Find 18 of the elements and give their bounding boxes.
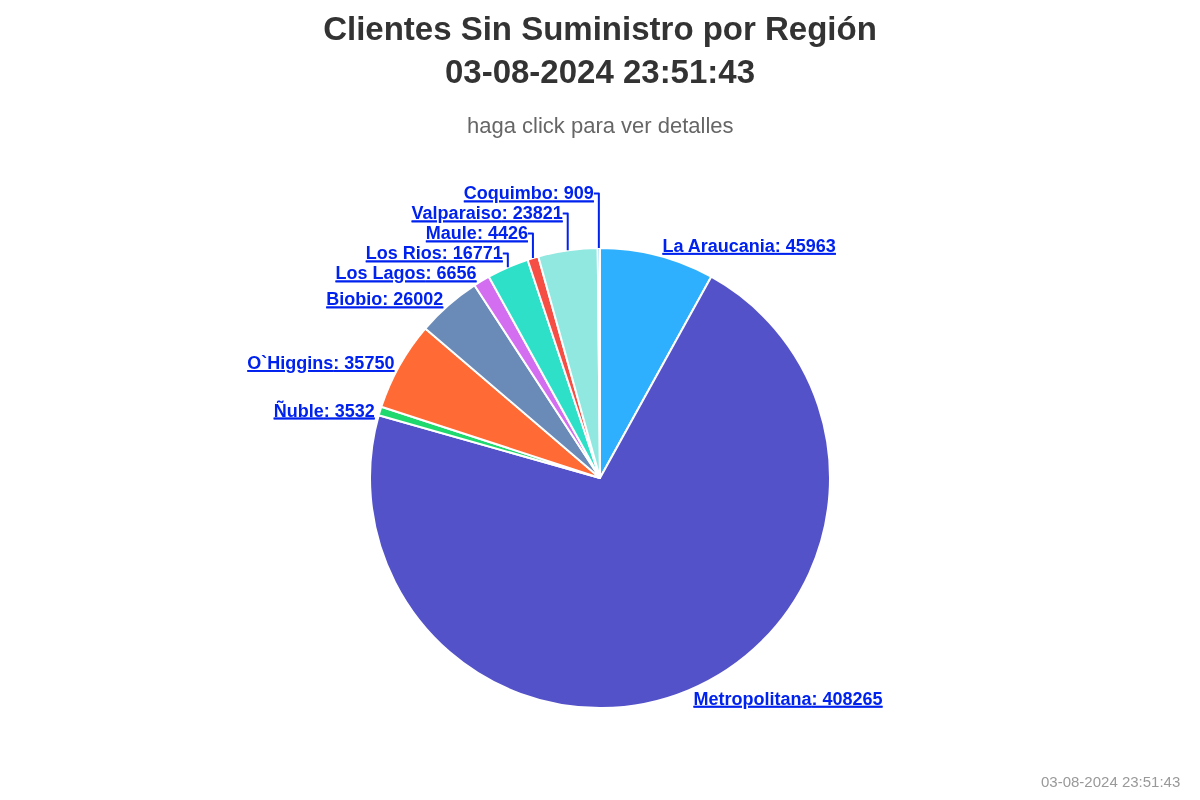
slice-label: La Araucania: [662, 235, 776, 256]
data-label: : 35750: [333, 353, 395, 374]
slice-label: Los Rios: [365, 243, 442, 264]
text: 03-08-2024 23:51:43: [1041, 773, 1181, 790]
slice-label: Maule: [425, 223, 477, 244]
slice-label: Los Lagos: [335, 263, 426, 284]
data-label: : 4426: [476, 223, 528, 244]
data-label: : 16771: [441, 243, 503, 264]
slice-label: Coquimbo: [463, 183, 553, 204]
slice-label: Biobio: [326, 289, 383, 310]
slice-label: Valparaiso: [411, 203, 502, 224]
data-label: : 3532: [323, 400, 375, 421]
data-label: : 26002: [382, 289, 444, 310]
slice-label: Ñuble: [273, 399, 324, 421]
chart-title: Clientes Sin Suministro por Región 03-08-2024 23:51:43: [323, 10, 877, 90]
data-label: : 45963: [774, 235, 836, 256]
slice-label: O`Higgins: [247, 353, 334, 374]
chart-subtitle: haga click para ver detalles: [467, 113, 734, 138]
